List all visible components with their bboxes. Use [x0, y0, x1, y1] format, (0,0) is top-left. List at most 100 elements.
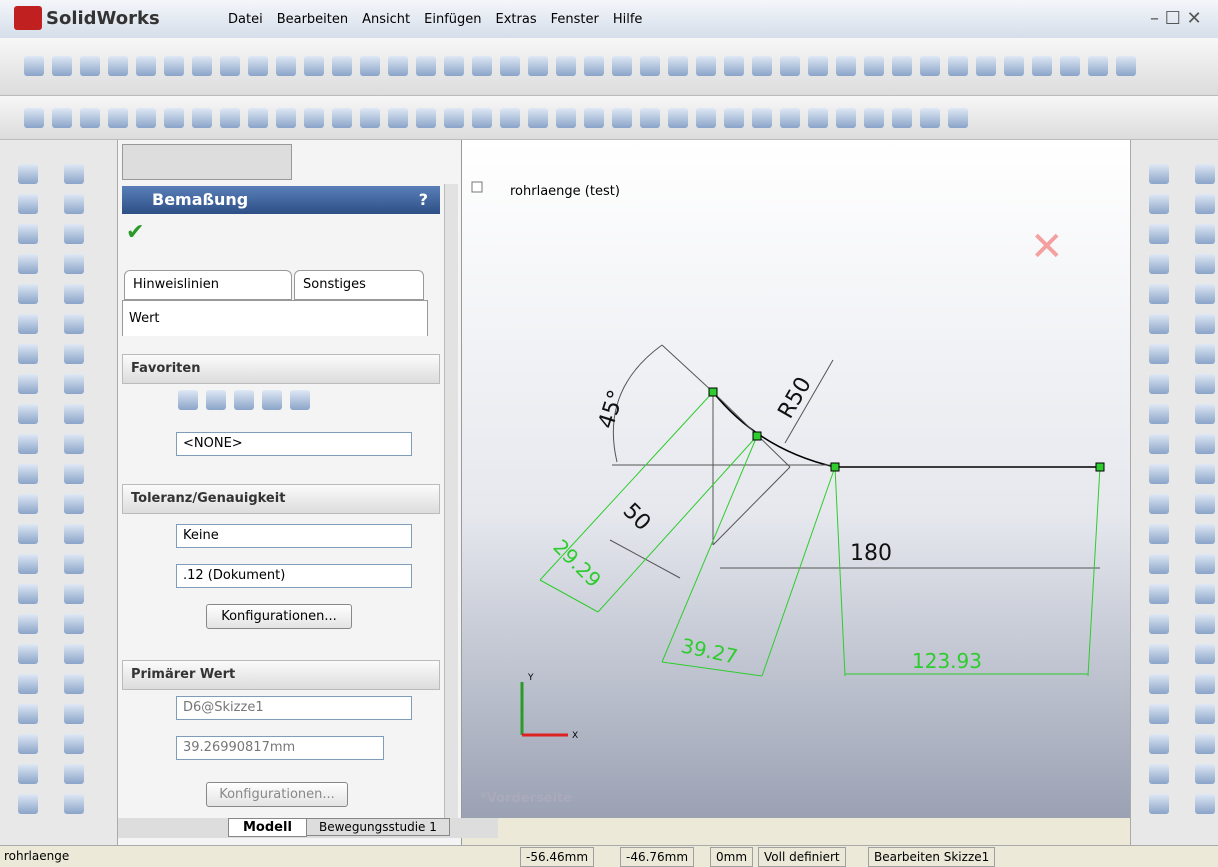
tool-button[interactable]: [1195, 344, 1215, 364]
tool-button[interactable]: [220, 108, 240, 128]
input[interactable]: D6@Skizze1: [176, 696, 412, 720]
tool-button[interactable]: [64, 734, 84, 754]
tool-button[interactable]: [1195, 764, 1215, 784]
tool-button[interactable]: [220, 56, 240, 76]
tool-button[interactable]: [18, 494, 38, 514]
tool-button[interactable]: [752, 56, 772, 76]
tool-button[interactable]: [360, 56, 380, 76]
tool-button[interactable]: [556, 108, 576, 128]
tool-button[interactable]: [1149, 314, 1169, 334]
tool-button[interactable]: [304, 56, 324, 76]
scrollbar[interactable]: [444, 184, 458, 824]
tool-button[interactable]: [444, 108, 464, 128]
tool-button[interactable]: [1195, 494, 1215, 514]
tree-root[interactable]: rohrlaenge (test): [510, 184, 620, 199]
tool-button[interactable]: [1195, 284, 1215, 304]
tool-button[interactable]: [920, 108, 940, 128]
tool-button[interactable]: [1195, 704, 1215, 724]
select[interactable]: .12 (Dokument): [176, 564, 412, 588]
tool-button[interactable]: [192, 108, 212, 128]
tool-button[interactable]: [808, 56, 828, 76]
tool-button[interactable]: [1149, 404, 1169, 424]
menu-item[interactable]: Extras: [496, 12, 537, 27]
tool-button[interactable]: [64, 614, 84, 634]
tool-button[interactable]: [1195, 194, 1215, 214]
tool-button[interactable]: [64, 494, 84, 514]
tool-button[interactable]: [584, 108, 604, 128]
tool-button[interactable]: [1149, 734, 1169, 754]
tool-button[interactable]: [18, 464, 38, 484]
tool-button[interactable]: [108, 108, 128, 128]
tool-button[interactable]: [1149, 494, 1169, 514]
tool-button[interactable]: [892, 108, 912, 128]
tool-button[interactable]: [64, 554, 84, 574]
tab[interactable]: Wert: [122, 300, 428, 336]
tool-button[interactable]: [1149, 194, 1169, 214]
tool-button[interactable]: [18, 374, 38, 394]
tool-button[interactable]: [1116, 56, 1136, 76]
tool-button[interactable]: [64, 344, 84, 364]
tool-button[interactable]: [836, 56, 856, 76]
tool-button[interactable]: [1004, 56, 1024, 76]
tool-button[interactable]: [248, 56, 268, 76]
tool-button[interactable]: [1149, 764, 1169, 784]
tool-button[interactable]: [864, 56, 884, 76]
tool-button[interactable]: [640, 108, 660, 128]
dimension[interactable]: 123.93: [912, 649, 982, 673]
tool-button[interactable]: [18, 644, 38, 664]
tool-button[interactable]: [24, 108, 44, 128]
tool-button[interactable]: [1195, 464, 1215, 484]
tool-button[interactable]: [52, 108, 72, 128]
tool-button[interactable]: [64, 704, 84, 724]
tool-button[interactable]: [192, 56, 212, 76]
tool-button[interactable]: [64, 224, 84, 244]
tool-button[interactable]: [892, 56, 912, 76]
tool-button[interactable]: [18, 554, 38, 574]
tool-button[interactable]: [780, 108, 800, 128]
tool-button[interactable]: [836, 108, 856, 128]
tool-button[interactable]: [612, 108, 632, 128]
tool-button[interactable]: [1149, 374, 1169, 394]
tool-button[interactable]: [1149, 674, 1169, 694]
tool-button[interactable]: [1149, 284, 1169, 304]
select[interactable]: Keine: [176, 524, 412, 548]
tool-button[interactable]: [1195, 524, 1215, 544]
tool-button[interactable]: [64, 524, 84, 544]
tool-button[interactable]: [1149, 644, 1169, 664]
menu-item[interactable]: Fenster: [551, 12, 599, 27]
tool-button[interactable]: [64, 644, 84, 664]
tool-button[interactable]: [80, 56, 100, 76]
tool-button[interactable]: [864, 108, 884, 128]
tool-button[interactable]: [752, 108, 772, 128]
tool-button[interactable]: [640, 56, 660, 76]
tool-button[interactable]: [18, 404, 38, 424]
tool-button[interactable]: [724, 108, 744, 128]
tool-button[interactable]: [1149, 434, 1169, 454]
tool-button[interactable]: [64, 374, 84, 394]
tool-button[interactable]: [1195, 164, 1215, 184]
tool-button[interactable]: [1149, 554, 1169, 574]
tool-button[interactable]: [808, 108, 828, 128]
tool-button[interactable]: [64, 284, 84, 304]
tool-button[interactable]: [136, 108, 156, 128]
tool-button[interactable]: [1149, 464, 1169, 484]
tool-button[interactable]: [472, 56, 492, 76]
menu-item[interactable]: Einfügen: [424, 12, 481, 27]
tool-button[interactable]: [1195, 374, 1215, 394]
tool-button[interactable]: [304, 108, 324, 128]
tool-button[interactable]: [276, 56, 296, 76]
tool-button[interactable]: [18, 764, 38, 784]
tab[interactable]: Modell: [228, 818, 307, 837]
tool-button[interactable]: [64, 464, 84, 484]
tool-button[interactable]: [1195, 644, 1215, 664]
tool-button[interactable]: [1195, 434, 1215, 454]
tool-button[interactable]: [64, 254, 84, 274]
tool-button[interactable]: [1195, 224, 1215, 244]
section-header[interactable]: Toleranz/Genauigkeit: [122, 484, 440, 514]
button[interactable]: Konfigurationen...: [206, 782, 348, 807]
tool-button[interactable]: [1149, 524, 1169, 544]
tool-button[interactable]: [18, 194, 38, 214]
tool-button[interactable]: [64, 314, 84, 334]
tool-button[interactable]: [500, 108, 520, 128]
tool-button[interactable]: [18, 344, 38, 364]
